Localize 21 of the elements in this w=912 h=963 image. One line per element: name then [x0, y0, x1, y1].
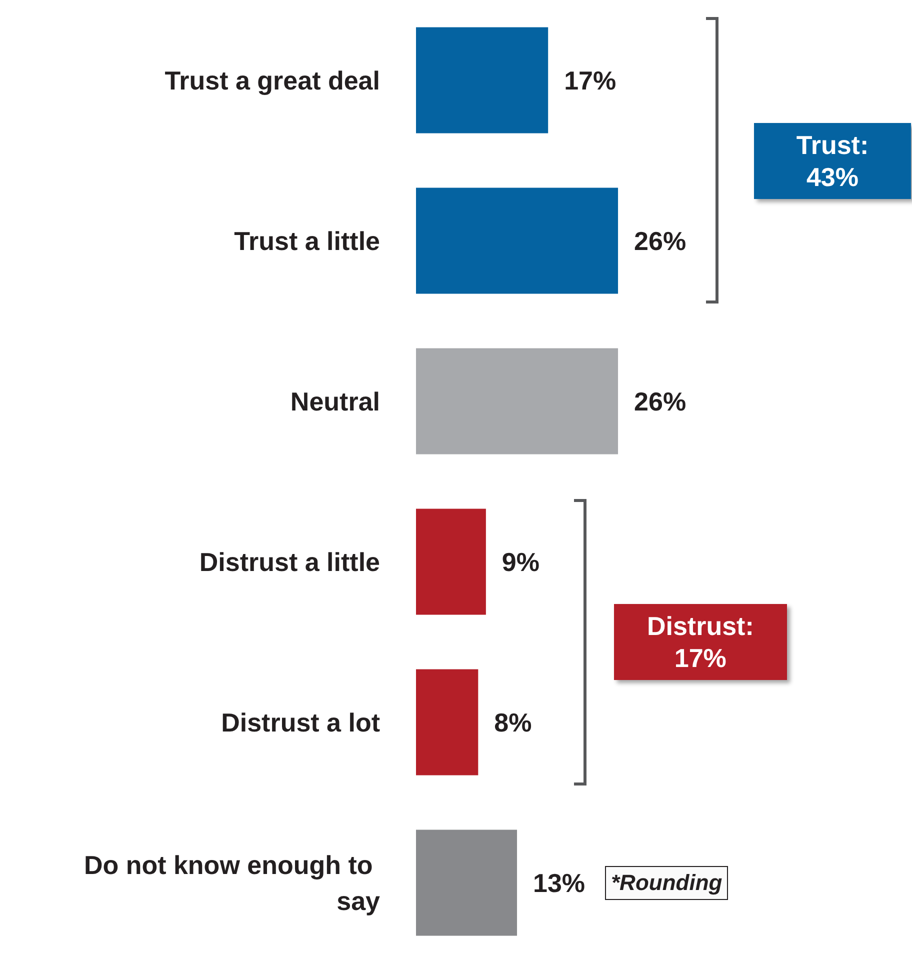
data-label: 26%	[634, 386, 686, 416]
y-tick-label: Distrust a lot	[221, 707, 380, 738]
y-tick-label: Neutral	[290, 386, 380, 416]
text: Distrust: 17%	[614, 604, 787, 680]
bar	[416, 348, 618, 454]
bar	[416, 669, 478, 776]
data-label: 17%	[564, 65, 616, 96]
bar	[416, 830, 518, 936]
data-label: 8%	[494, 707, 532, 738]
annotation: *Rounding	[605, 866, 728, 900]
y-tick-label: Do not know enough to say	[84, 850, 381, 916]
bar	[416, 188, 618, 294]
bar	[416, 27, 548, 134]
bar	[416, 508, 486, 615]
data-label: 26%	[634, 226, 686, 256]
y-tick-label: Trust a great deal	[164, 65, 380, 96]
data-label: 13%	[533, 868, 586, 898]
text: Trust: 43%	[754, 122, 911, 198]
y-tick-label: Distrust a little	[199, 546, 380, 577]
data-label: 9%	[502, 546, 540, 577]
y-tick-label: Trust a little	[234, 226, 380, 256]
